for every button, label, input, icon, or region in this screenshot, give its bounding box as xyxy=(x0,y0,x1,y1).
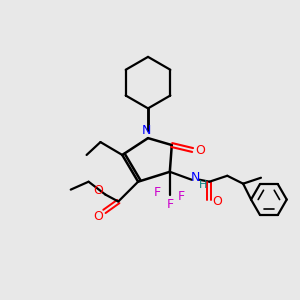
Text: N: N xyxy=(141,124,151,137)
Text: H: H xyxy=(199,180,208,190)
Text: F: F xyxy=(178,190,185,203)
Text: O: O xyxy=(94,184,103,197)
Text: F: F xyxy=(166,198,173,211)
Text: F: F xyxy=(153,186,161,199)
Text: O: O xyxy=(94,210,103,223)
Text: O: O xyxy=(196,143,206,157)
Text: O: O xyxy=(212,195,222,208)
Text: N: N xyxy=(191,171,200,184)
